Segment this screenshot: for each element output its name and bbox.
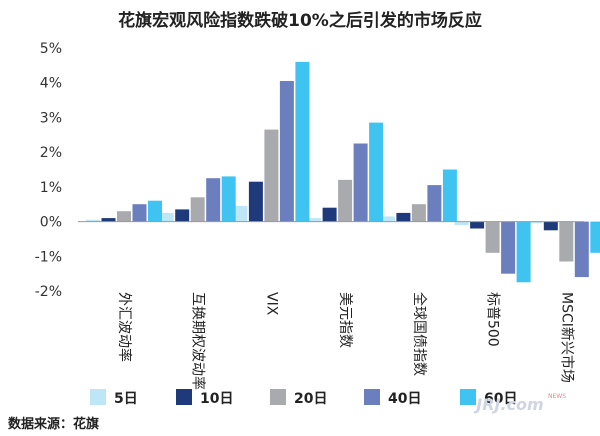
category-label: 互换期权波动率 (190, 292, 207, 390)
chart-title: 花旗宏观风险指数跌破10%之后引发的市场反应 (118, 10, 482, 31)
bar (86, 219, 100, 222)
bar (528, 221, 543, 224)
bar (117, 211, 131, 222)
bar (454, 221, 469, 226)
category-label: VIX (263, 292, 279, 316)
legend-label: 60日 (484, 391, 517, 407)
bar (470, 221, 485, 229)
y-tick-label: 5% (40, 41, 62, 57)
legend-label: 5日 (114, 391, 138, 407)
legend-swatch (364, 389, 380, 405)
bar (353, 143, 368, 222)
bar (485, 221, 500, 253)
y-tick-label: -2% (35, 284, 62, 300)
bar (295, 61, 310, 222)
category-labels: 外汇波动率 互换期权波动率 VIX 美元指数 全球国债指数 标普500 MSCI新兴市场 (116, 292, 575, 390)
bar (338, 179, 353, 222)
bar (159, 212, 174, 222)
bar (221, 176, 236, 222)
bar (233, 205, 248, 222)
legend-swatch (460, 389, 476, 405)
bar (175, 209, 190, 222)
bar (396, 212, 411, 222)
legend-swatch (176, 389, 192, 405)
bar (411, 204, 426, 222)
bar (279, 81, 294, 222)
bar (190, 197, 205, 222)
bar (132, 204, 147, 222)
category-label: 外汇波动率 (116, 292, 133, 362)
y-tick-label: 3% (40, 110, 62, 126)
bar (501, 221, 516, 274)
y-tick-label: 2% (40, 145, 62, 161)
bars (86, 61, 600, 283)
y-tick-label: 0% (40, 215, 62, 231)
bar (148, 200, 162, 222)
bar (307, 218, 322, 222)
legend-label: 20日 (294, 391, 327, 407)
legend: 5日 10日 20日 40日 60日 (90, 389, 517, 407)
legend-label: 10日 (200, 391, 233, 407)
category-label: 标普500 (485, 292, 501, 347)
y-axis: 5% 4% 3% 2% 1% 0% -1% -2% (35, 41, 62, 300)
bar (369, 122, 384, 222)
bar (574, 221, 589, 278)
category-label: 美元指数 (337, 292, 353, 348)
bar (590, 221, 600, 253)
category-label: MSCI新兴市场 (558, 292, 575, 383)
bar (380, 216, 395, 222)
source-note: 数据来源：花旗 (8, 416, 99, 432)
watermark: JRJ.com NEWS (473, 393, 566, 414)
bar (248, 181, 263, 222)
bar (322, 207, 337, 222)
bar (264, 129, 279, 222)
watermark-small-text: NEWS (548, 393, 566, 400)
legend-swatch (270, 389, 286, 405)
bar (101, 218, 116, 222)
y-tick-label: 1% (40, 180, 62, 196)
bar (516, 221, 531, 283)
bar (427, 185, 442, 222)
bar (559, 221, 574, 262)
y-tick-label: -1% (35, 249, 62, 265)
bar (543, 221, 558, 231)
legend-swatch (90, 389, 106, 405)
bar (206, 178, 221, 222)
bar (442, 169, 457, 222)
category-label: 全球国债指数 (411, 292, 428, 376)
watermark-text: JRJ.com (473, 395, 543, 414)
legend-label: 40日 (388, 391, 421, 407)
y-tick-label: 4% (40, 76, 62, 92)
